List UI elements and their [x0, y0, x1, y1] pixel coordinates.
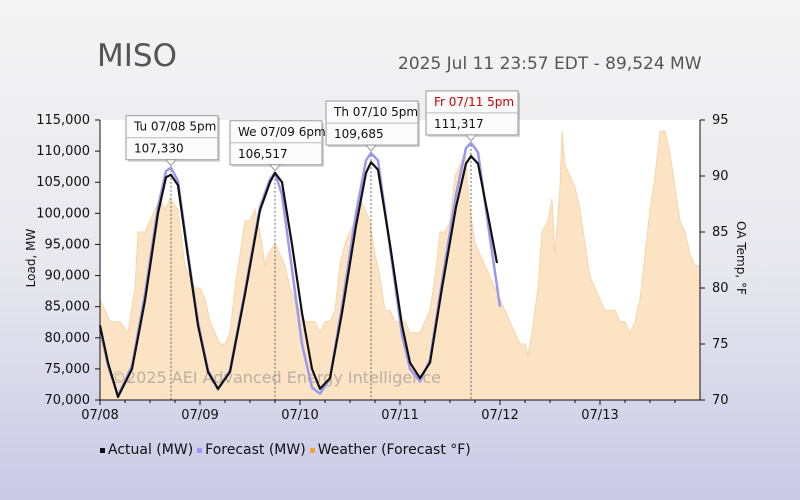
y-axis-right-label: OA Temp, °F [734, 221, 748, 295]
actual-line-series [98, 155, 499, 398]
callout-value: 106,517 [238, 147, 288, 161]
y-right-tick-label: 90 [712, 169, 729, 184]
legend-label: Actual (MW) [108, 442, 194, 458]
peak-callout-1: We 07/09 6pm 106,517 [229, 120, 326, 172]
y-axis-left-label: Load, MW [24, 229, 38, 288]
y-right-tick-label: 95 [712, 113, 729, 128]
y-left-tick-label: 110,000 [36, 144, 90, 159]
callout-value: 107,330 [134, 142, 184, 156]
callout-label: Th 07/10 5pm [333, 105, 418, 119]
y-right-tick-label: 80 [712, 281, 729, 296]
x-tick-label: 07/10 [281, 408, 318, 423]
legend-item-0[interactable]: Actual (MW) [100, 442, 193, 458]
peak-callout-0: Tu 07/08 5pm 107,330 [125, 115, 220, 167]
y-left-tick-label: 90,000 [45, 269, 91, 284]
legend-label: Forecast (MW) [205, 442, 306, 458]
x-tick-label: 07/12 [481, 408, 518, 423]
legend-swatch [100, 447, 105, 453]
timestamp-readout: 2025 Jul 11 23:57 EDT - 89,524 MW [398, 54, 702, 74]
axes: 115,000 110,000 105,000 100,000 95,000 90,000… [36, 113, 728, 423]
legend-item-2[interactable]: Weather (Forecast °F) [309, 442, 471, 458]
y-left-tick-label: 75,000 [45, 362, 91, 377]
y-left-tick-label: 95,000 [45, 237, 91, 252]
legend-swatch [309, 447, 315, 453]
callout-label: Fr 07/11 5pm [434, 95, 514, 109]
callout-label: Tu 07/08 5pm [133, 120, 216, 134]
peak-callouts: Tu 07/08 5pm 107,330 We 07/09 6pm 106,517 Th… [125, 90, 520, 172]
y-left-tick-label: 100,000 [36, 206, 90, 221]
y-left-tick-label: 115,000 [36, 113, 90, 128]
peak-callout-3: Fr 07/11 5pm 111,317 [425, 90, 520, 142]
x-tick-label: 07/13 [581, 408, 618, 423]
y-right-tick-label: 85 [712, 225, 729, 240]
actual-line [98, 155, 499, 398]
chart-legend: Actual (MW) Forecast (MW) Weather (Forecas… [100, 442, 471, 458]
legend-item-1[interactable]: Forecast (MW) [197, 442, 306, 458]
y-left-tick-label: 105,000 [36, 175, 90, 190]
x-tick-label: 07/09 [181, 408, 218, 423]
watermark-text: ©2025 AEI Advanced Energy Intelligence [110, 368, 441, 387]
callout-pointer [268, 164, 282, 172]
callout-label: We 07/09 6pm [238, 125, 326, 139]
y-right-tick-label: 75 [712, 337, 729, 352]
callout-pointer [464, 134, 478, 142]
callout-pointer [364, 144, 378, 152]
legend-swatch [197, 447, 203, 453]
peak-callout-2: Th 07/10 5pm 109,685 [325, 100, 420, 152]
callout-pointer [164, 159, 178, 167]
legend-label: Weather (Forecast °F) [317, 442, 471, 458]
y-left-tick-label: 85,000 [45, 300, 91, 315]
x-tick-label: 07/08 [81, 408, 118, 423]
weather-area [99, 130, 701, 401]
weather-area-series [99, 130, 701, 401]
callout-value: 111,317 [434, 117, 484, 131]
callout-value: 109,685 [334, 127, 384, 141]
y-left-tick-label: 70,000 [45, 393, 91, 408]
page-title: MISO [97, 38, 177, 74]
y-right-tick-label: 70 [712, 393, 729, 408]
x-tick-label: 07/11 [381, 408, 418, 423]
y-left-tick-label: 80,000 [45, 331, 91, 346]
peak-marker-lines [170, 144, 472, 400]
